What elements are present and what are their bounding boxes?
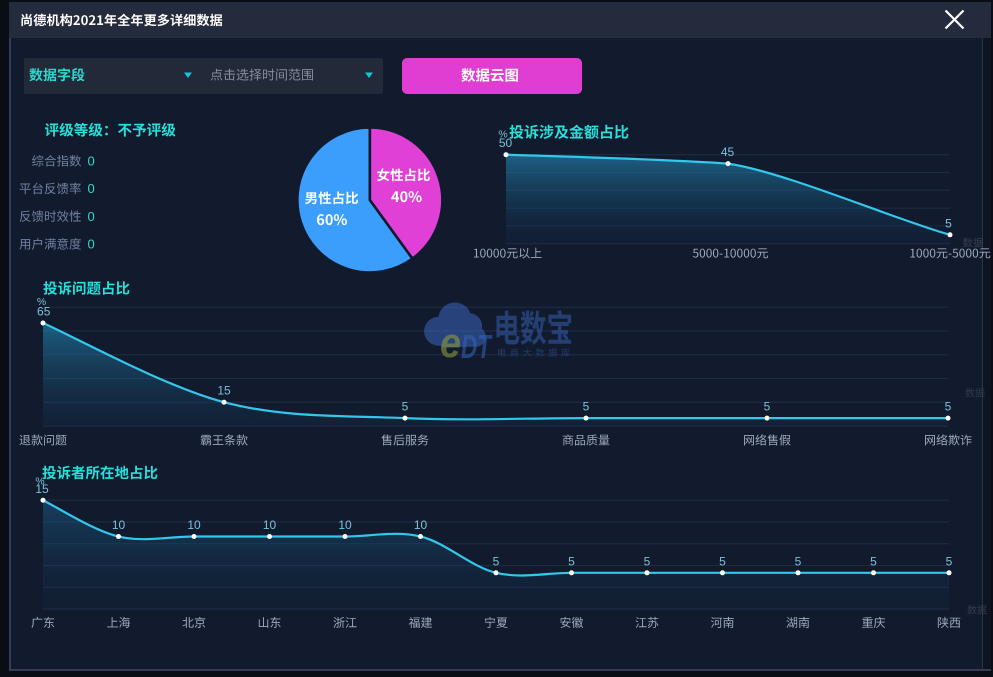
svg-text:0: 0 [88,181,95,196]
svg-text:5: 5 [583,400,590,414]
svg-text:10: 10 [112,518,126,532]
svg-text:15: 15 [35,482,49,496]
svg-text:%: % [35,476,44,488]
svg-text:5: 5 [644,554,651,568]
svg-text:5: 5 [568,554,575,568]
svg-text:0: 0 [88,154,95,169]
svg-text:0: 0 [88,237,95,252]
svg-text:e: e [440,320,461,366]
svg-text:10: 10 [263,518,277,532]
svg-text:15: 15 [217,384,231,398]
svg-text:10: 10 [338,518,352,532]
svg-text:45: 45 [721,145,735,159]
svg-text:5: 5 [946,554,953,568]
svg-text:0: 0 [88,209,95,224]
svg-text:5: 5 [493,554,500,568]
svg-text:5: 5 [764,400,771,414]
svg-text:5: 5 [945,400,952,414]
svg-text:%: % [37,296,46,308]
svg-text:50: 50 [499,136,513,150]
svg-text:65: 65 [37,305,51,319]
svg-text:5: 5 [402,400,409,414]
svg-text:DT: DT [461,328,493,365]
svg-text:5: 5 [795,554,802,568]
svg-text:5: 5 [945,216,952,230]
svg-text:10: 10 [414,518,428,532]
svg-text:10: 10 [187,518,201,532]
svg-text:5: 5 [870,554,877,568]
svg-text:%: % [498,129,507,141]
svg-text:5: 5 [719,554,726,568]
